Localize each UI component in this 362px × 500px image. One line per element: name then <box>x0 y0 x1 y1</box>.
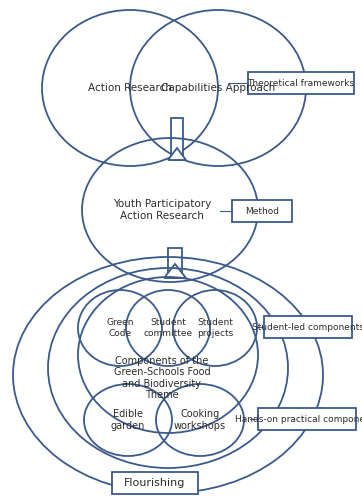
FancyBboxPatch shape <box>112 472 198 494</box>
FancyBboxPatch shape <box>264 316 352 338</box>
Text: Components of the
Green-Schools Food
and Biodiversity
Theme: Components of the Green-Schools Food and… <box>114 356 210 401</box>
Text: Flourishing: Flourishing <box>124 478 186 488</box>
Text: Cooking
workshops: Cooking workshops <box>174 409 226 431</box>
Text: Method: Method <box>245 206 279 216</box>
Text: Student
projects: Student projects <box>197 318 233 338</box>
Text: Green
Code: Green Code <box>106 318 134 338</box>
Text: Action Research: Action Research <box>88 83 172 93</box>
Polygon shape <box>164 264 186 278</box>
Text: Edible
garden: Edible garden <box>111 409 145 431</box>
Polygon shape <box>168 148 186 160</box>
Polygon shape <box>171 118 183 160</box>
Text: Student
committee: Student committee <box>143 318 193 338</box>
Text: Youth Participatory
Action Research: Youth Participatory Action Research <box>113 199 211 221</box>
Polygon shape <box>168 248 182 278</box>
Text: Theoretical frameworks: Theoretical frameworks <box>248 78 354 88</box>
FancyBboxPatch shape <box>248 72 354 94</box>
FancyBboxPatch shape <box>232 200 292 222</box>
FancyBboxPatch shape <box>258 408 356 430</box>
Text: Hands-on practical components: Hands-on practical components <box>235 414 362 424</box>
Text: Student-led components: Student-led components <box>252 322 362 332</box>
Text: Capabilities Approach: Capabilities Approach <box>161 83 275 93</box>
